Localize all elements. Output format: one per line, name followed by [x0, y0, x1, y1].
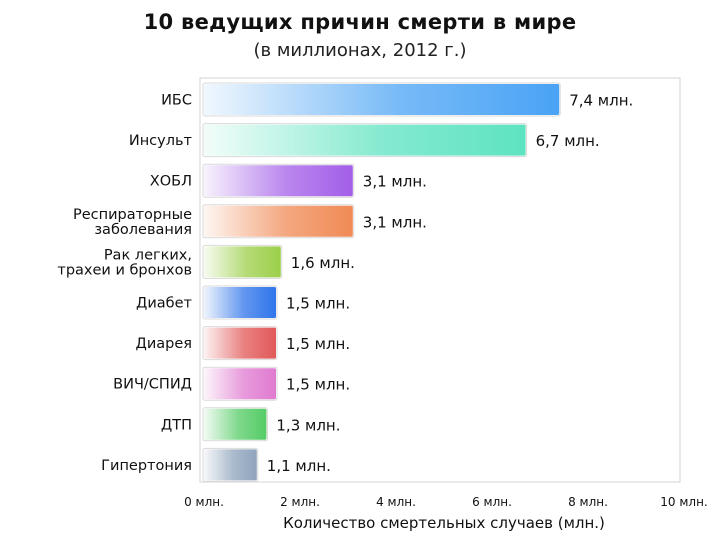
x-tick-label: 0 млн. — [184, 495, 224, 509]
data-label: 3,1 млн. — [363, 173, 427, 191]
category-label: Инсульт — [129, 133, 193, 149]
data-label: 1,6 млн. — [291, 254, 355, 272]
data-label: 3,1 млн. — [363, 213, 427, 231]
bar — [204, 84, 560, 115]
category-label: Рак легких, — [104, 247, 192, 263]
bar — [204, 246, 281, 278]
data-label: 1,5 млн. — [286, 376, 350, 394]
x-tick-label: 8 млн. — [568, 495, 608, 509]
bar — [204, 205, 353, 237]
bar — [204, 327, 276, 359]
x-tick-label: 6 млн. — [472, 495, 512, 509]
plot-area-frame — [199, 77, 681, 483]
category-label: Респираторные — [73, 207, 192, 223]
bar — [204, 124, 526, 156]
data-label: 1,5 млн. — [286, 295, 350, 313]
x-tick-label: 4 млн. — [376, 495, 416, 509]
category-label: ДТП — [161, 417, 192, 433]
bar — [204, 165, 353, 197]
bar — [204, 287, 276, 318]
bar — [204, 449, 257, 481]
chart-title: 10 ведущих причин смерти в мире — [143, 10, 577, 34]
category-label: Диабет — [136, 296, 193, 312]
category-label: заболевания — [94, 222, 192, 238]
data-label: 6,7 млн. — [536, 132, 600, 150]
bar — [204, 408, 267, 440]
data-label: 1,5 млн. — [286, 335, 350, 353]
data-label: 1,1 млн. — [267, 457, 331, 475]
data-label: 1,3 млн. — [276, 416, 340, 434]
category-label: трахеи и бронхов — [57, 262, 192, 278]
x-axis-label: Количество смертельных случаев (млн.) — [283, 514, 605, 532]
data-label: 7,4 млн. — [569, 92, 633, 110]
category-label: ХОБЛ — [150, 174, 192, 190]
x-tick-label: 10 млн. — [660, 495, 707, 509]
category-label: Гипертония — [101, 458, 192, 474]
chart-subtitle: (в миллионах, 2012 г.) — [253, 40, 467, 61]
category-label: Диарея — [136, 336, 193, 352]
bar — [204, 368, 276, 400]
x-tick-label: 2 млн. — [280, 495, 320, 509]
category-label: ВИЧ/СПИД — [113, 377, 192, 393]
category-label: ИБС — [161, 93, 192, 109]
